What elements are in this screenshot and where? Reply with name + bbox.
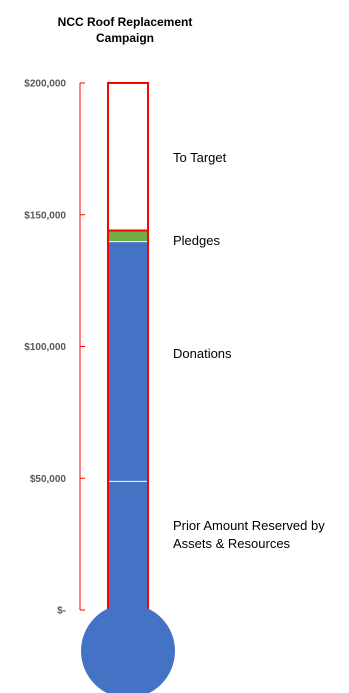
annotation-pledges: Pledges: [173, 233, 220, 248]
bar-prior-amount: [108, 480, 148, 610]
annotation-to-target: To Target: [173, 150, 227, 165]
y-tick-label: $150,000: [24, 210, 66, 221]
thermometer-bulb: [81, 604, 175, 693]
annotation-prior-amount: Prior Amount Reserved by Assets & Resour…: [173, 517, 325, 553]
annotation-donations: Donations: [173, 346, 232, 361]
chart-title: NCC Roof Replacement Campaign: [0, 14, 250, 46]
y-tick-label: $200,000: [24, 79, 66, 90]
y-tick-label: $-: [57, 606, 66, 617]
chart-title-line1: NCC Roof Replacement: [57, 15, 193, 29]
y-tick-label: $50,000: [30, 474, 67, 485]
y-tick-label: $100,000: [24, 342, 66, 353]
bar-donations: [108, 241, 148, 481]
chart-title-line2: Campaign: [95, 31, 154, 45]
bar-to-target: [108, 83, 148, 231]
annotation-prior-line2: Assets & Resources: [173, 536, 291, 551]
bar-pledges: [108, 230, 148, 242]
annotation-prior-line1: Prior Amount Reserved by: [173, 518, 325, 533]
